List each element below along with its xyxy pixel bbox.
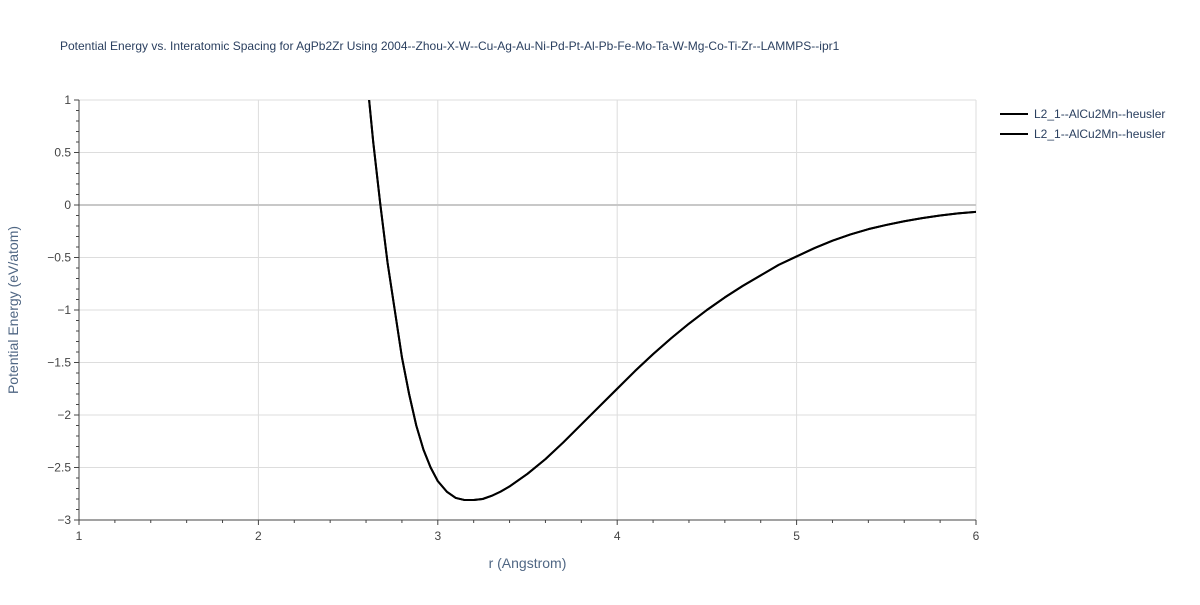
x-tick-label: 6 <box>973 529 980 543</box>
y-tick-label: −1 <box>57 303 71 317</box>
x-tick-label: 4 <box>614 529 621 543</box>
series-line-1 <box>368 100 976 502</box>
axis-layer: 1 2 3 4 5 6 1 0.5 0 −0.5 −1 −1.5 −2 −2.5 −3 <box>47 93 979 543</box>
y-tick-label: 0.5 <box>54 146 71 160</box>
x-tick-label: 3 <box>434 529 441 543</box>
x-axis-title: r (Angstrom) <box>489 555 567 571</box>
chart-title: Potential Energy vs. Interatomic Spacing… <box>60 39 840 53</box>
legend-item[interactable]: L2_1--AlCu2Mn--heusler <box>1000 127 1165 141</box>
y-tick-label: −0.5 <box>47 251 71 265</box>
legend[interactable]: L2_1--AlCu2Mn--heusler L2_1--AlCu2Mn--heu… <box>1000 107 1165 141</box>
grid-layer <box>79 99 977 520</box>
legend-label: L2_1--AlCu2Mn--heusler <box>1034 107 1165 121</box>
y-tick-label: −1.5 <box>47 356 71 370</box>
x-tick-label: 1 <box>76 529 83 543</box>
x-tick-label: 5 <box>793 529 800 543</box>
series-line-2 <box>368 100 976 502</box>
x-tick-label: 2 <box>255 529 262 543</box>
y-tick-label: −2 <box>57 408 71 422</box>
legend-item[interactable]: L2_1--AlCu2Mn--heusler <box>1000 107 1165 121</box>
y-axis-title: Potential Energy (eV/atom) <box>5 226 21 394</box>
series-layer <box>368 100 976 502</box>
y-tick-label: −2.5 <box>47 461 71 475</box>
y-tick-label: 1 <box>64 93 71 107</box>
legend-label: L2_1--AlCu2Mn--heusler <box>1034 127 1165 141</box>
y-tick-label: −3 <box>57 513 71 527</box>
y-tick-label: 0 <box>64 198 71 212</box>
